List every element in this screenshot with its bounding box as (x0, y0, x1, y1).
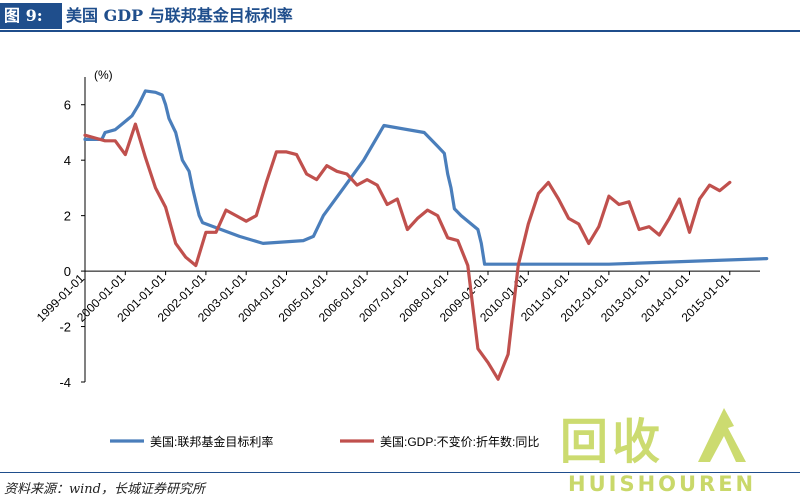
y-axis-unit-label: (%) (94, 68, 113, 82)
legend-label: 美国:GDP:不变价:折年数:同比 (380, 434, 539, 449)
y-tick-label: 6 (64, 98, 71, 113)
series-line-fed-rate (83, 89, 769, 266)
source-note: 资料来源：wind，长城证券研究所 (4, 482, 205, 497)
figure-label: 图 9: (0, 3, 62, 29)
figure-title: 美国 GDP 与联邦基金目标利率 (66, 6, 293, 25)
watermark-glyphs: 回收 (560, 414, 665, 470)
footer-divider (0, 472, 800, 473)
y-tick-label: -2 (59, 320, 71, 335)
y-tick-label: -4 (59, 375, 71, 390)
watermark-mark-icon (698, 408, 746, 462)
y-tick-label: 4 (64, 153, 71, 168)
y-tick-label: 0 (64, 264, 71, 279)
figure-header: 图 9: 美国 GDP 与联邦基金目标利率 (0, 0, 800, 32)
watermark-logo: 回收 HUISHOUREN (540, 402, 790, 498)
header-divider (0, 30, 800, 32)
watermark-text: HUISHOUREN (568, 472, 757, 496)
series-line-gdp (83, 122, 732, 381)
legend-label: 美国:联邦基金目标利率 (150, 434, 273, 449)
line-chart: -4-20246(%)1999-01-012000-01-012001-01-0… (34, 68, 769, 449)
y-tick-label: 2 (64, 209, 71, 224)
